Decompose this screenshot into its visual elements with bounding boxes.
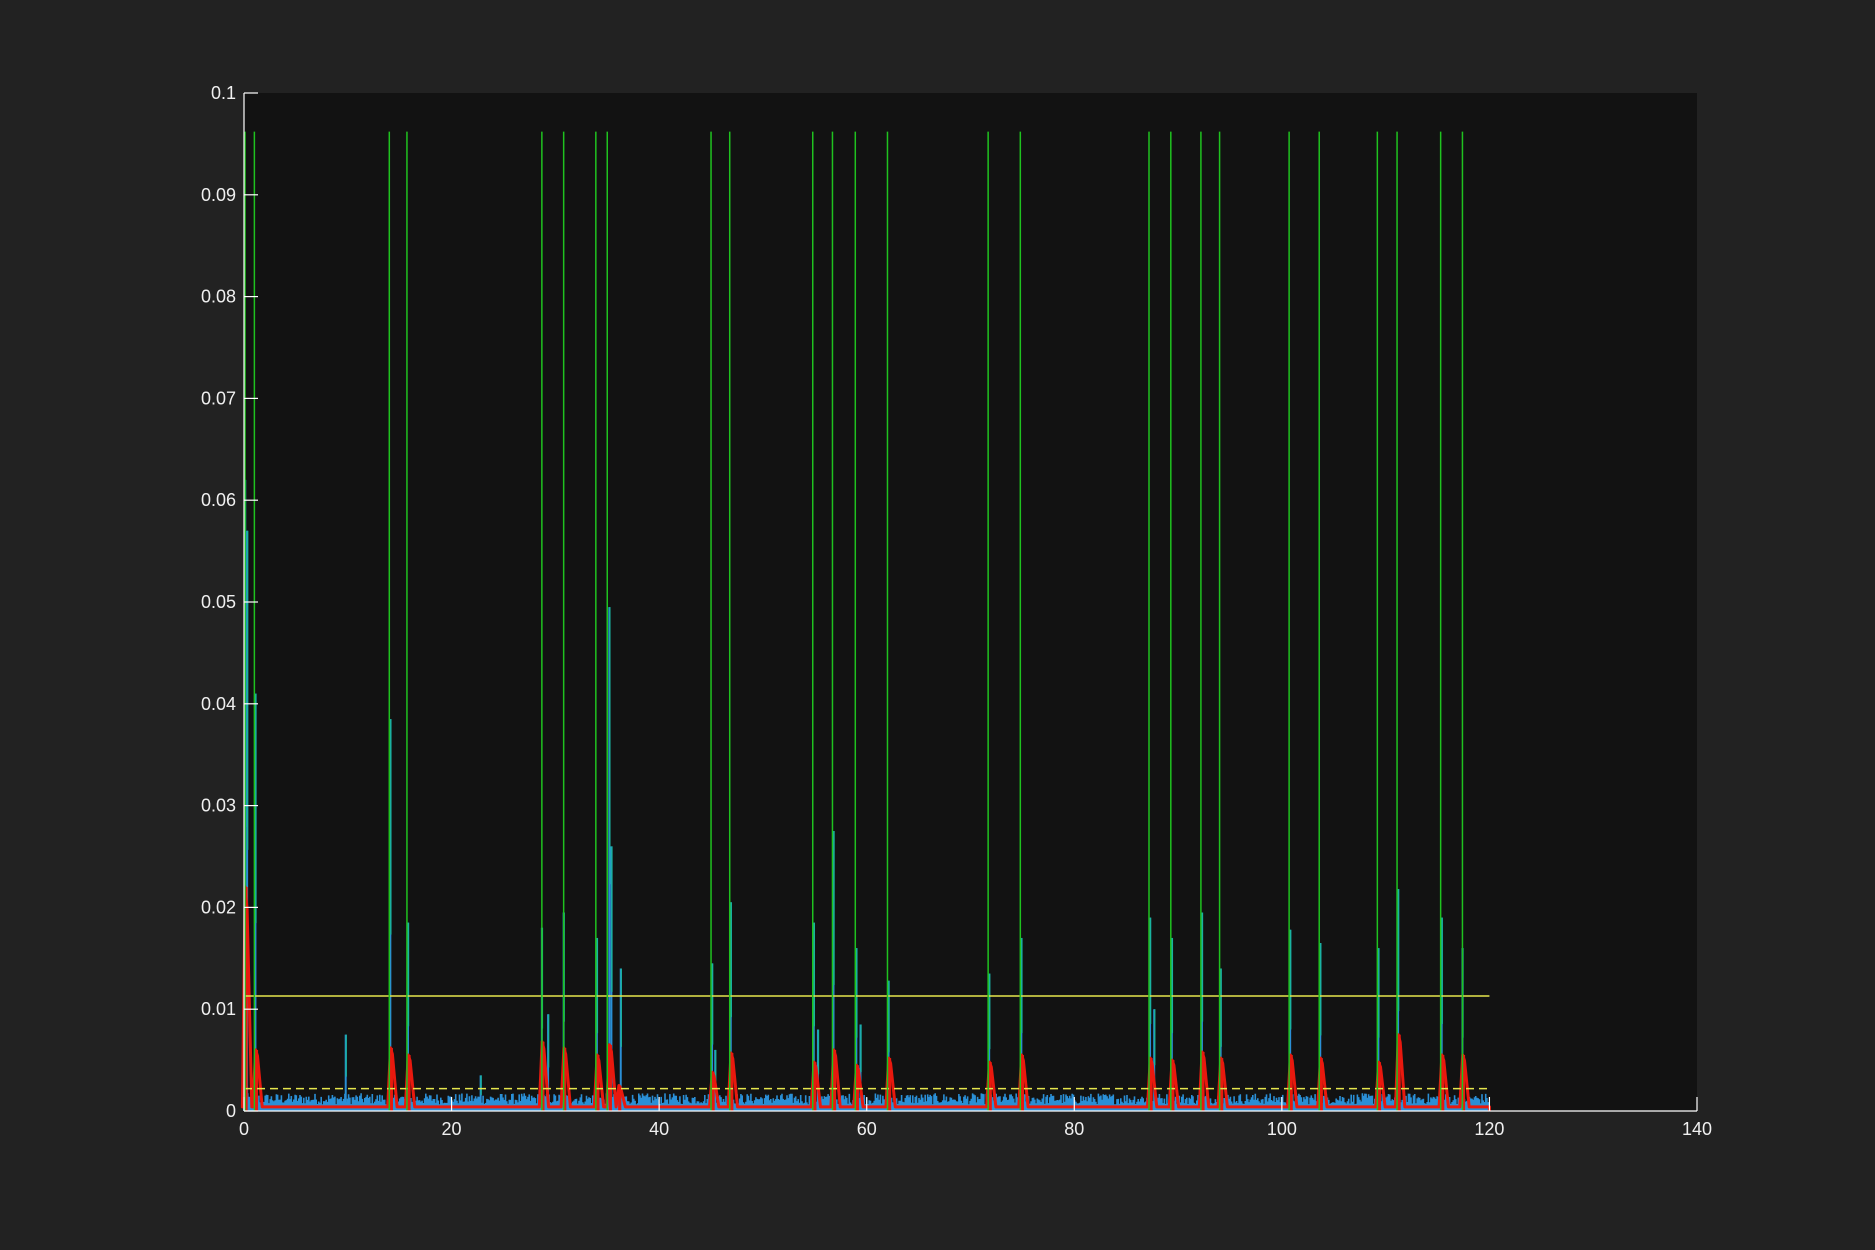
y-tick-label: 0.09 (201, 185, 236, 205)
x-tick-label: 40 (649, 1119, 669, 1139)
x-tick-label: 120 (1474, 1119, 1504, 1139)
y-tick-label: 0.02 (201, 897, 236, 917)
y-tick-label: 0.06 (201, 490, 236, 510)
x-tick-label: 60 (857, 1119, 877, 1139)
y-tick-label: 0 (226, 1101, 236, 1121)
y-tick-label: 0.03 (201, 796, 236, 816)
y-tick-label: 0.05 (201, 592, 236, 612)
x-tick-label: 0 (239, 1119, 249, 1139)
x-tick-label: 20 (442, 1119, 462, 1139)
y-tick-label: 0.08 (201, 287, 236, 307)
y-tick-label: 0.01 (201, 999, 236, 1019)
onset-marker-layer (244, 131, 1464, 1111)
y-ticks: 0 0.01 0.02 0.03 0.04 0.05 0.06 0.07 0.08 0.09 0.1 (201, 83, 258, 1121)
threshold-layer (244, 995, 1490, 1090)
y-tick-label: 0.07 (201, 388, 236, 408)
x-ticks: 0 20 40 60 80 100 120 140 (239, 1097, 1712, 1139)
x-tick-label: 140 (1682, 1119, 1712, 1139)
x-tick-label: 100 (1267, 1119, 1297, 1139)
y-tick-label: 0.1 (211, 83, 236, 103)
plot-area (244, 93, 1697, 1111)
y-tick-label: 0.04 (201, 694, 236, 714)
x-tick-label: 80 (1064, 1119, 1084, 1139)
